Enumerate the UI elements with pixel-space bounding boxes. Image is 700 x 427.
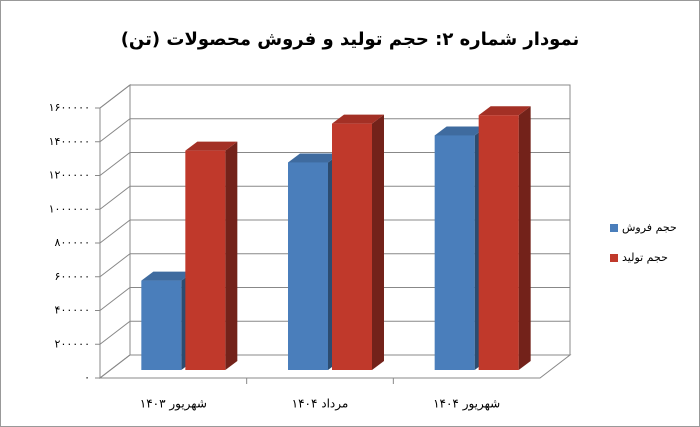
legend-swatch — [610, 254, 618, 262]
grid-line — [99, 84, 570, 109]
y-tick-label: ۲۰۰۰۰۰ — [55, 337, 90, 350]
grid-line — [99, 152, 570, 176]
grid-line — [99, 118, 570, 143]
bar — [185, 150, 226, 370]
grid-line — [99, 185, 570, 210]
grid-line — [99, 253, 570, 278]
bar — [332, 123, 372, 370]
y-tick-label: ۱۰۰۰۰۰۰ — [49, 202, 90, 215]
bar-side — [518, 106, 531, 370]
legend-label: حجم فروش — [622, 221, 677, 234]
x-tick-label: مرداد ۱۴۰۴ — [292, 397, 349, 412]
y-tick-label: ۱۶۰۰۰۰۰ — [49, 101, 90, 114]
y-tick-label: ۴۰۰۰۰۰ — [55, 304, 90, 317]
bar-side — [372, 114, 384, 370]
bar-top — [185, 141, 238, 151]
x-tick-label: شهریور ۱۴۰۳ — [140, 397, 207, 412]
y-tick-label: ۶۰۰۰۰۰ — [55, 270, 90, 283]
grid-line — [99, 219, 570, 244]
bar — [141, 280, 182, 370]
bar — [288, 162, 328, 370]
grid-line — [99, 320, 570, 345]
bar — [478, 115, 519, 370]
legend-label: حجم تولید — [622, 251, 668, 264]
y-tick-label: ۱۴۰۰۰۰۰ — [49, 135, 90, 148]
bar — [434, 135, 475, 370]
bar-top — [288, 153, 340, 163]
bar-side — [225, 141, 238, 370]
legend-swatch — [610, 224, 618, 232]
bar-top — [141, 271, 194, 281]
bar-top — [434, 126, 487, 136]
y-tick-label: ۰ — [84, 371, 90, 384]
grid-line — [99, 354, 570, 379]
y-tick-label: ۸۰۰۰۰۰ — [55, 236, 90, 249]
chart-title: نمودار شماره ۲: حجم تولید و فروش محصولات… — [121, 29, 580, 50]
bar-top — [478, 106, 531, 116]
grid-line — [99, 287, 570, 311]
x-tick-label: شهریور ۱۴۰۴ — [433, 397, 500, 412]
bar-top — [332, 114, 384, 124]
y-tick-label: ۱۲۰۰۰۰۰ — [49, 169, 90, 182]
